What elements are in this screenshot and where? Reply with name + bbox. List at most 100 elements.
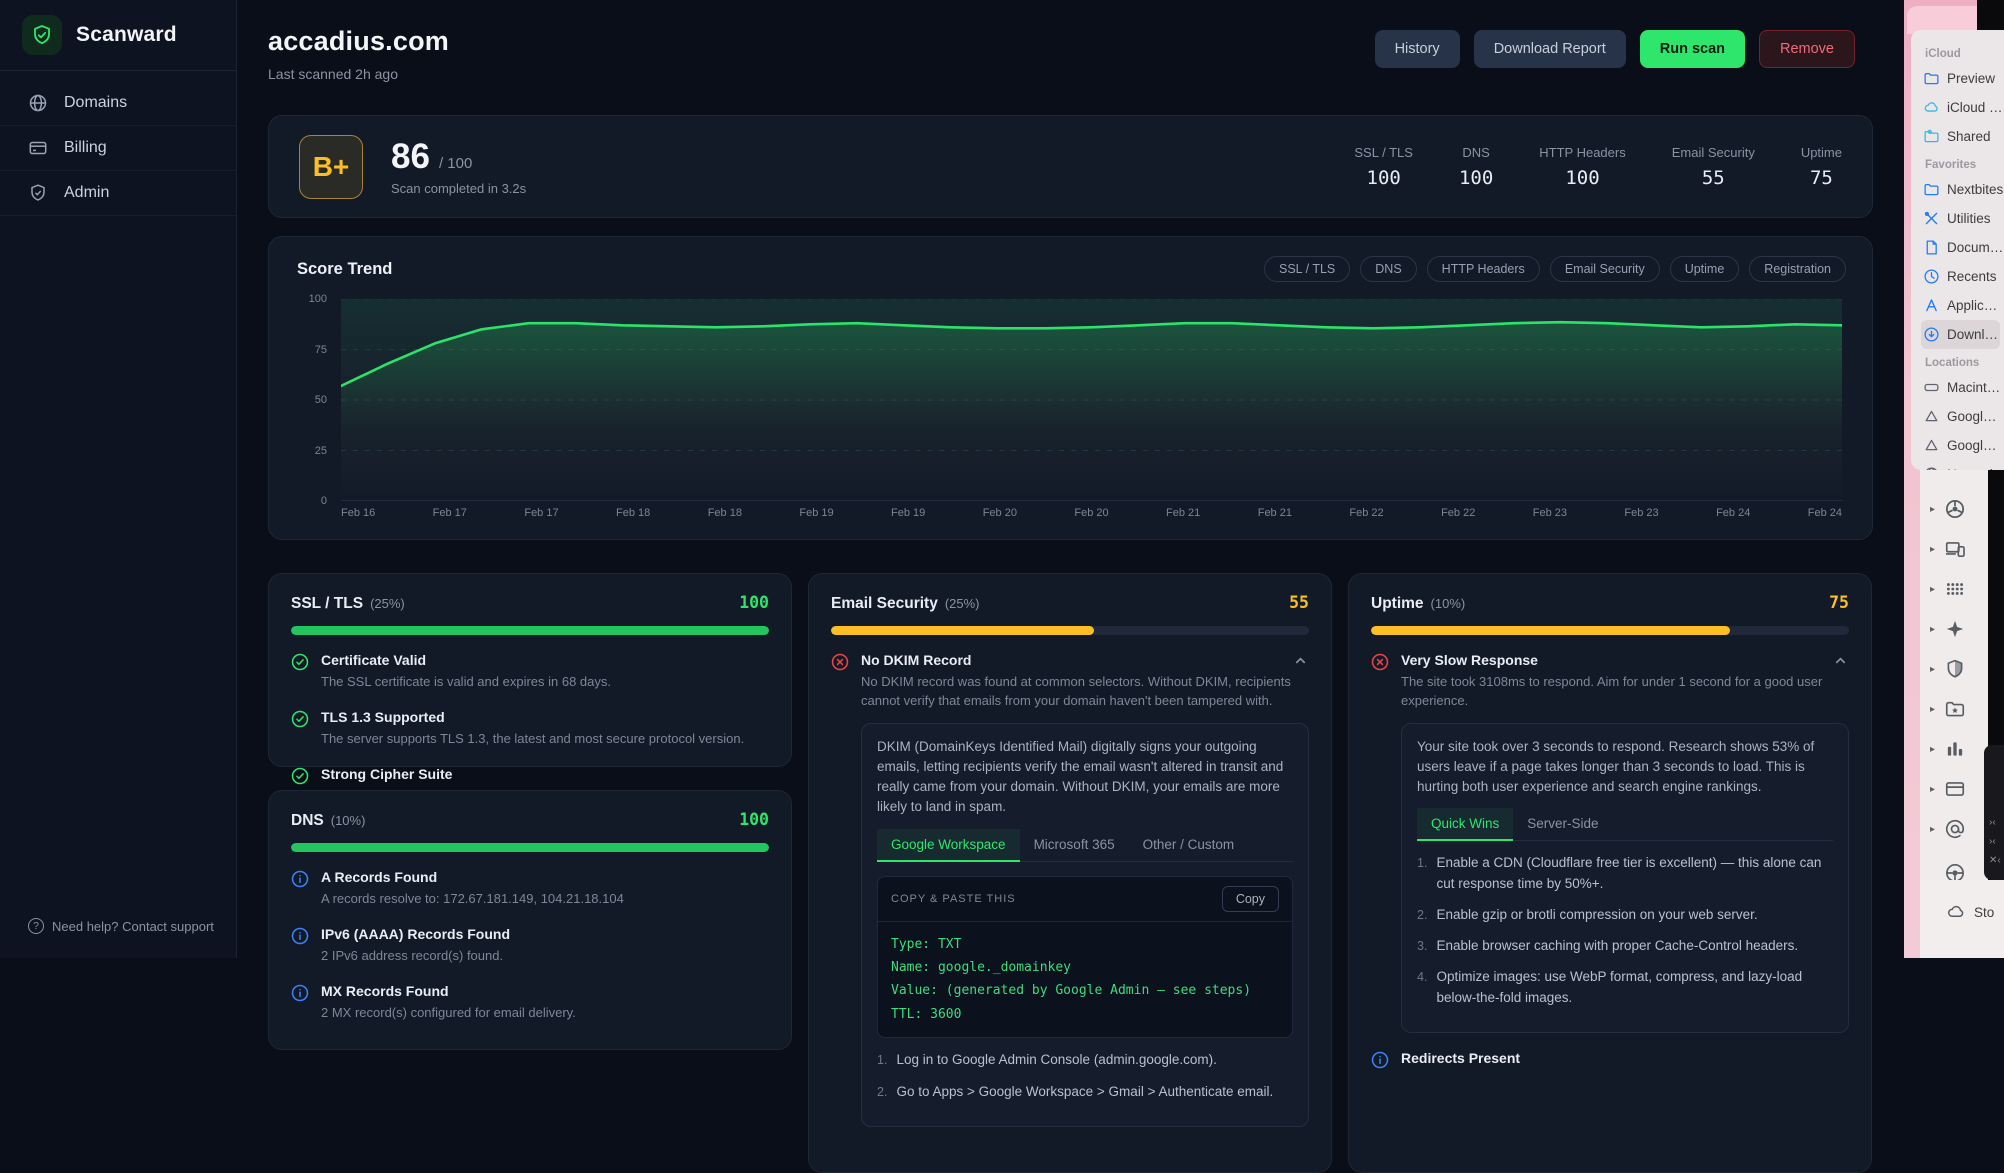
legend-chip-email-security[interactable]: Email Security bbox=[1549, 256, 1660, 282]
copy-button[interactable]: Copy bbox=[1221, 885, 1279, 912]
step-item: Enable a CDN (Cloudflare free tier is ex… bbox=[1417, 853, 1833, 894]
folder-icon bbox=[1923, 181, 1940, 198]
disclosure-triangle-icon[interactable]: ▸ bbox=[1930, 583, 1936, 595]
finder-item-applications[interactable]: Applications bbox=[1923, 291, 2004, 320]
legend-chip-uptime[interactable]: Uptime bbox=[1669, 256, 1740, 282]
strip-item-shield[interactable]: ▸ bbox=[1920, 658, 1988, 680]
finder-item-recents[interactable]: Recents bbox=[1923, 262, 2004, 291]
trend-area bbox=[341, 322, 1842, 501]
credit-card-icon bbox=[29, 141, 47, 155]
disclosure-triangle-icon[interactable]: ▸ bbox=[1930, 503, 1936, 515]
sidebar-item-admin[interactable]: Admin bbox=[0, 171, 236, 216]
history-button[interactable]: History bbox=[1374, 30, 1460, 68]
info-circle-icon bbox=[291, 869, 309, 909]
disclosure-triangle-icon[interactable]: ▸ bbox=[1930, 743, 1936, 755]
strip-item-launchpad[interactable]: ▸ bbox=[1920, 578, 1988, 600]
x-circle-icon bbox=[831, 652, 849, 711]
disclosure-triangle-icon[interactable]: ▸ bbox=[1930, 663, 1936, 675]
run-scan-button[interactable]: Run scan bbox=[1639, 30, 1745, 68]
finder-item-label: Downloads bbox=[1947, 327, 2000, 342]
finder-item-preview[interactable]: Preview bbox=[1923, 64, 2004, 93]
tab-microsoft-365[interactable]: Microsoft 365 bbox=[1033, 836, 1115, 852]
finder-item-label: Documents bbox=[1947, 240, 2004, 255]
y-axis-label: 100 bbox=[308, 293, 327, 305]
remove-button[interactable]: Remove bbox=[1759, 30, 1855, 68]
shield-half-icon bbox=[1944, 658, 1966, 680]
finding-desc: The SSL certificate is valid and expires… bbox=[321, 674, 611, 689]
last-scanned-text: Last scanned 2h ago bbox=[268, 66, 398, 82]
dns-card: DNS (10%) 100 A Records Found A records … bbox=[268, 790, 792, 1050]
sidebar-item-billing[interactable]: Billing bbox=[0, 126, 236, 171]
collapsed-dark-panel[interactable]: ›‹ ›‹ ✕‹ bbox=[1984, 745, 2004, 880]
x-axis-label: Feb 23 bbox=[1624, 507, 1659, 519]
card-score: 100 bbox=[739, 593, 769, 612]
shield-check-logo-icon bbox=[22, 15, 62, 55]
folder-star-icon bbox=[1944, 698, 1966, 720]
disclosure-triangle-icon[interactable]: ▸ bbox=[1930, 703, 1936, 715]
disclosure-triangle-icon[interactable]: ▸ bbox=[1930, 783, 1936, 795]
bar-chart-icon bbox=[1944, 738, 1966, 760]
chevron-up-icon[interactable] bbox=[1834, 654, 1847, 672]
strip-item-folder-star[interactable]: ▸ bbox=[1920, 698, 1988, 720]
dkim-explainer: DKIM (DomainKeys Identified Mail) digita… bbox=[877, 738, 1284, 815]
code-line: Name: google._domainkey bbox=[891, 960, 1072, 976]
sidebar-item-domains[interactable]: Domains bbox=[0, 81, 236, 126]
progress-track bbox=[1371, 626, 1849, 635]
finder-item-downloads[interactable]: Downloads bbox=[1921, 320, 2000, 349]
at-sign-icon bbox=[1944, 818, 1966, 840]
legend-chip-registration[interactable]: Registration bbox=[1749, 256, 1846, 282]
step-item: Log in to Google Admin Console (admin.go… bbox=[877, 1050, 1293, 1070]
finder-item-label: Applications bbox=[1947, 298, 2004, 313]
card-weight: (10%) bbox=[330, 813, 366, 828]
category-scores: SSL / TLS 100 DNS 100 HTTP Headers 100 Emai… bbox=[1354, 145, 1842, 189]
finder-item-google-drive-1[interactable]: Google Drive bbox=[1923, 402, 2004, 431]
finder-item-documents[interactable]: Documents bbox=[1923, 233, 2004, 262]
disclosure-triangle-icon[interactable]: ▸ bbox=[1930, 543, 1936, 555]
chevron-glyph: ✕‹ bbox=[1989, 855, 2001, 866]
finder-item-utilities[interactable]: Utilities bbox=[1923, 204, 2004, 233]
clock-icon bbox=[1923, 268, 1940, 285]
contact-support-link[interactable]: ? Need help? Contact support bbox=[28, 918, 214, 934]
strip-item-bar-chart[interactable]: ▸ bbox=[1920, 738, 1988, 760]
slow-response-explainer: Your site took over 3 seconds to respond… bbox=[1417, 738, 1815, 795]
disclosure-triangle-icon[interactable]: ▸ bbox=[1930, 823, 1936, 835]
stat-value: 100 bbox=[1458, 166, 1494, 189]
strip-item-shutter[interactable]: ▸ bbox=[1920, 498, 1988, 520]
legend-chip-ssl[interactable]: SSL / TLS bbox=[1263, 256, 1351, 282]
tab-google-workspace[interactable]: Google Workspace bbox=[877, 828, 1020, 862]
x-axis-label: Feb 21 bbox=[1257, 507, 1292, 519]
finding-desc: 2 IPv6 address record(s) found. bbox=[321, 947, 504, 963]
finder-item-network[interactable]: Network bbox=[1923, 460, 2004, 470]
legend-chip-dns[interactable]: DNS bbox=[1360, 256, 1417, 282]
disclosure-triangle-icon[interactable]: ▸ bbox=[1930, 623, 1936, 635]
finder-item-shared[interactable]: Shared bbox=[1923, 122, 2004, 151]
finding-row: IPv6 (AAAA) Records Found 2 IPv6 address… bbox=[291, 926, 769, 966]
check-circle-icon bbox=[291, 652, 309, 692]
x-axis-label: Feb 18 bbox=[616, 507, 651, 519]
sidebar-item-label: Billing bbox=[64, 139, 107, 156]
tab-quick-wins[interactable]: Quick Wins bbox=[1417, 808, 1514, 842]
strip-item-at-sign[interactable]: ▸ bbox=[1920, 818, 1988, 840]
finding-title: Certificate Valid bbox=[321, 652, 427, 668]
finder-sidebar: iCloud Preview iCloud Drive Shared Favor… bbox=[1911, 30, 2004, 470]
finder-item-macintosh-hd[interactable]: Macintosh HD bbox=[1923, 373, 2004, 402]
download-report-button[interactable]: Download Report bbox=[1473, 30, 1626, 68]
x-axis-label: Feb 22 bbox=[1349, 507, 1384, 519]
strip-item-devices[interactable]: ▸ bbox=[1920, 538, 1988, 560]
x-axis: Feb 16 Feb 17 Feb 17 Feb 18 Feb 18 Feb 19 Feb … bbox=[341, 507, 1842, 519]
finder-item-google-drive-2[interactable]: Google Drive bbox=[1923, 431, 2004, 460]
finder-section-title: Favorites bbox=[1925, 159, 1977, 171]
strip-item-sparkle[interactable]: ▸ bbox=[1920, 618, 1988, 640]
finder-item-nextbites[interactable]: Nextbites bbox=[1923, 175, 2004, 204]
tab-other-custom[interactable]: Other / Custom bbox=[1142, 836, 1235, 852]
dkim-detail-panel: DKIM (DomainKeys Identified Mail) digita… bbox=[861, 722, 1309, 1127]
finder-item-icloud-drive[interactable]: iCloud Drive bbox=[1923, 93, 2004, 122]
legend-chip-http-headers[interactable]: HTTP Headers bbox=[1426, 256, 1540, 282]
finder-item-label: Google Drive bbox=[1947, 438, 2004, 453]
download-circle-icon bbox=[1923, 326, 1940, 343]
chevron-up-icon[interactable] bbox=[1294, 654, 1307, 672]
stat-label: DNS bbox=[1462, 144, 1490, 160]
strip-item-credit-card[interactable]: ▸ bbox=[1920, 778, 1988, 800]
storage-item[interactable]: Sto bbox=[1946, 902, 1994, 922]
tab-server-side[interactable]: Server-Side bbox=[1527, 816, 1599, 832]
